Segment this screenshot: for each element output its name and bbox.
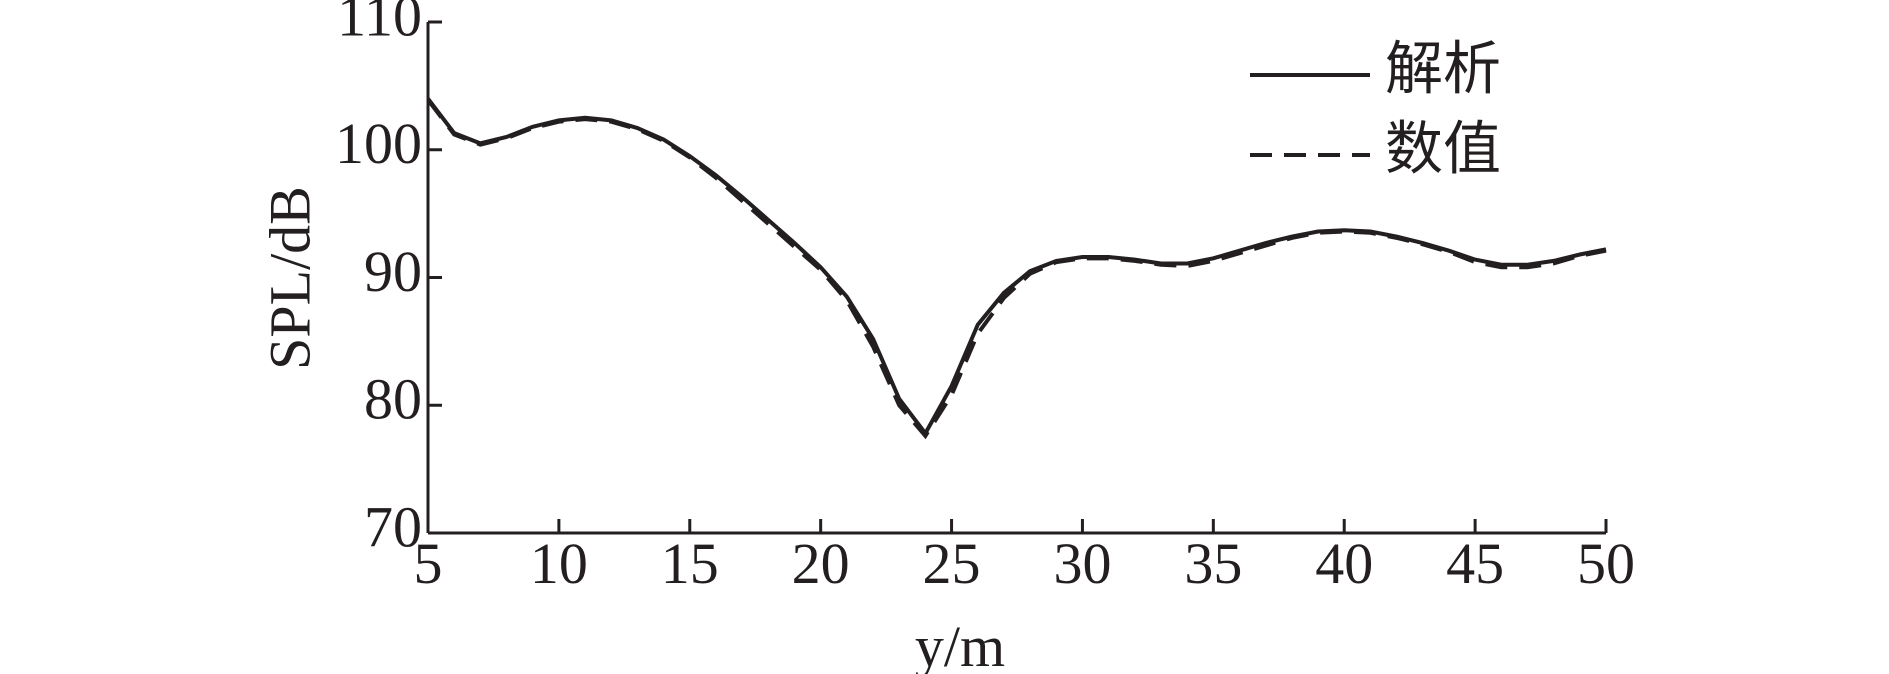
- x-tick-label: 15: [661, 531, 719, 596]
- legend-label: 解析: [1385, 36, 1501, 101]
- y-tick-label: 110: [337, 0, 422, 48]
- y-tick-label: 80: [364, 367, 422, 432]
- y-tick-label: 70: [364, 494, 422, 559]
- series-line: [426, 98, 1607, 440]
- x-tick-label: 30: [1053, 531, 1111, 596]
- x-tick-label: 40: [1315, 531, 1373, 596]
- x-tick-label: 45: [1446, 531, 1504, 596]
- x-tick-label: 10: [530, 531, 588, 596]
- x-axis-label: y/m: [915, 614, 1005, 674]
- y-tick-label: 90: [364, 239, 422, 304]
- legend-label: 数值: [1385, 116, 1501, 181]
- x-tick-label: 20: [792, 531, 850, 596]
- y-tick-label: 100: [335, 111, 422, 176]
- x-tick-label: 35: [1184, 531, 1242, 596]
- x-tick-label: 50: [1577, 531, 1635, 596]
- x-tick-label: 5: [414, 531, 443, 596]
- x-tick-label: 25: [923, 531, 981, 596]
- y-axis-label: SPL/dB: [257, 186, 322, 370]
